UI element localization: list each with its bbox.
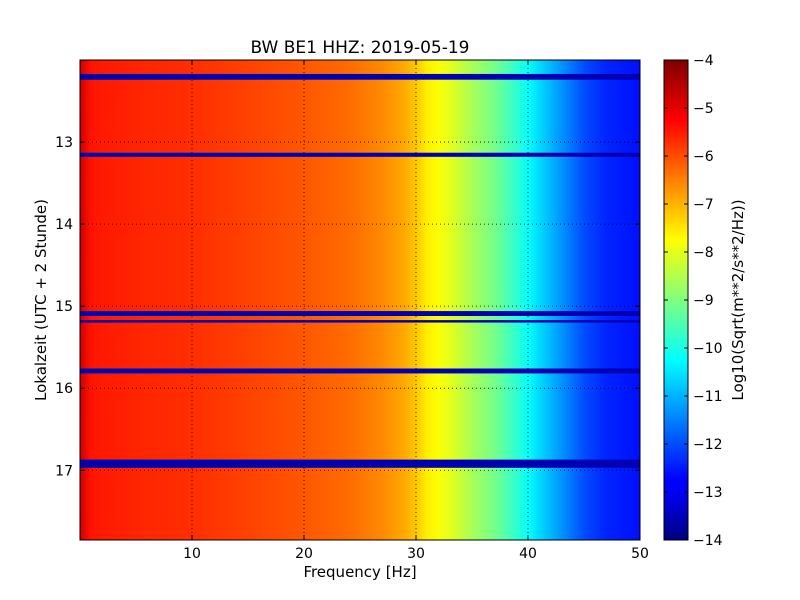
colorbar-tick-label: −10 [693, 341, 723, 357]
colorbar-label: Log10(Sqrt(m**2/s**2/Hz)) [729, 199, 747, 400]
y-axis-label: Lokalzeit (UTC + 2 Stunde) [32, 199, 50, 401]
colorbar-tick-label: −13 [693, 485, 723, 501]
colorbar-tick-label: −8 [693, 245, 714, 261]
colorbar-tick-label: −12 [693, 437, 723, 453]
colorbar-tick-label: −11 [693, 389, 723, 405]
x-tick-label: 40 [519, 546, 537, 562]
quiet-band [80, 311, 640, 316]
y-tick-label: 17 [55, 463, 73, 479]
grid-lines [80, 60, 640, 540]
y-tick-label: 14 [55, 217, 73, 233]
colorbar-tick-label: −5 [693, 101, 714, 117]
quiet-band [80, 152, 640, 157]
x-tick-label: 10 [183, 546, 201, 562]
quiet-band [80, 368, 640, 374]
chart-title: BW BE1 HHZ: 2019-05-19 [250, 38, 469, 58]
x-axis-ticks: 10 20 30 40 50 [183, 60, 649, 562]
quiet-band [80, 320, 640, 323]
y-tick-label: 13 [55, 135, 73, 151]
colorbar-tick-label: −9 [693, 293, 714, 309]
x-tick-label: 30 [407, 546, 425, 562]
colorbar-ticks: −4 −5 −6 −7 −8 −9 −10 −11 −12 −13 −14 [664, 53, 723, 549]
quiet-band [80, 459, 640, 468]
colorbar-tick-label: −6 [693, 149, 714, 165]
spectrogram-heatmap [80, 60, 640, 540]
colorbar-tick-label: −7 [693, 197, 714, 213]
colorbar-tick-label: −14 [693, 533, 723, 549]
plot-frame [79, 59, 641, 541]
x-axis-label: Frequency [Hz] [303, 563, 416, 581]
y-tick-label: 16 [55, 381, 73, 397]
quiet-band [80, 73, 640, 80]
x-tick-label: 20 [295, 546, 313, 562]
y-tick-label: 15 [55, 299, 73, 315]
spectrogram-background [80, 60, 640, 540]
x-tick-label: 50 [631, 546, 649, 562]
y-axis-ticks: 13 14 15 16 17 [55, 135, 640, 479]
colorbar-tick-label: −4 [693, 53, 714, 69]
